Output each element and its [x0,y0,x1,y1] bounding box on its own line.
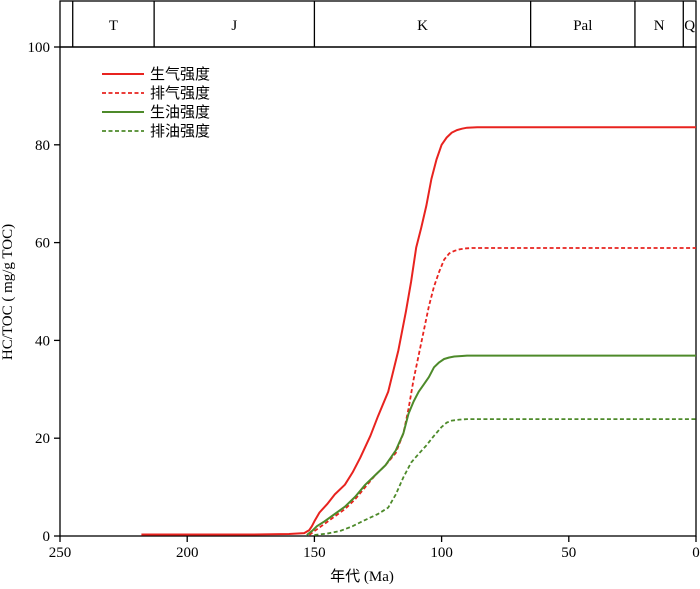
period-label-j: J [231,18,237,34]
period-label-q: Q [684,18,695,34]
period-label-n: N [654,18,665,34]
legend-label-3: 生油强度 [150,103,210,121]
axes-group: 250 200 150 100 50 0 0 20 40 60 80 100 [28,40,700,561]
x-tick-label-0: 0 [692,545,700,561]
x-axis-label: 年代 (Ma) [330,568,394,585]
period-label-pal: Pal [573,18,592,34]
x-tick-label-200: 200 [176,545,199,561]
y-tick-label-20: 20 [35,431,50,447]
series-line-2 [308,247,696,536]
period-band-frame [59,0,697,48]
y-tick-label-80: 80 [35,138,50,154]
series-line-1 [141,126,696,536]
plot-frame [59,46,697,537]
y-tick-label-100: 100 [28,40,51,56]
legend-label-4: 排油强度 [150,122,210,140]
period-label-t: T [109,18,118,34]
y-tick-label-60: 60 [35,236,50,252]
plot-area-border [59,46,697,537]
legend-label-2: 排气强度 [150,84,210,102]
x-tick-label-250: 250 [49,545,72,561]
x-tick-label-150: 150 [303,545,326,561]
x-tick-label-100: 100 [430,545,453,561]
y-axis-label: HC/TOC ( mg/g TOC) [0,224,16,360]
series-line-3 [306,354,696,536]
y-tick-label-40: 40 [35,333,50,349]
x-tick-label-50: 50 [561,545,576,561]
y-tick-label-0: 0 [43,529,51,545]
series-group [141,126,696,536]
period-label-k: K [417,18,428,34]
period-band: T J K Pal N Q [59,0,697,48]
legend-label-1: 生气强度 [150,65,210,83]
series-line-4 [314,418,696,536]
